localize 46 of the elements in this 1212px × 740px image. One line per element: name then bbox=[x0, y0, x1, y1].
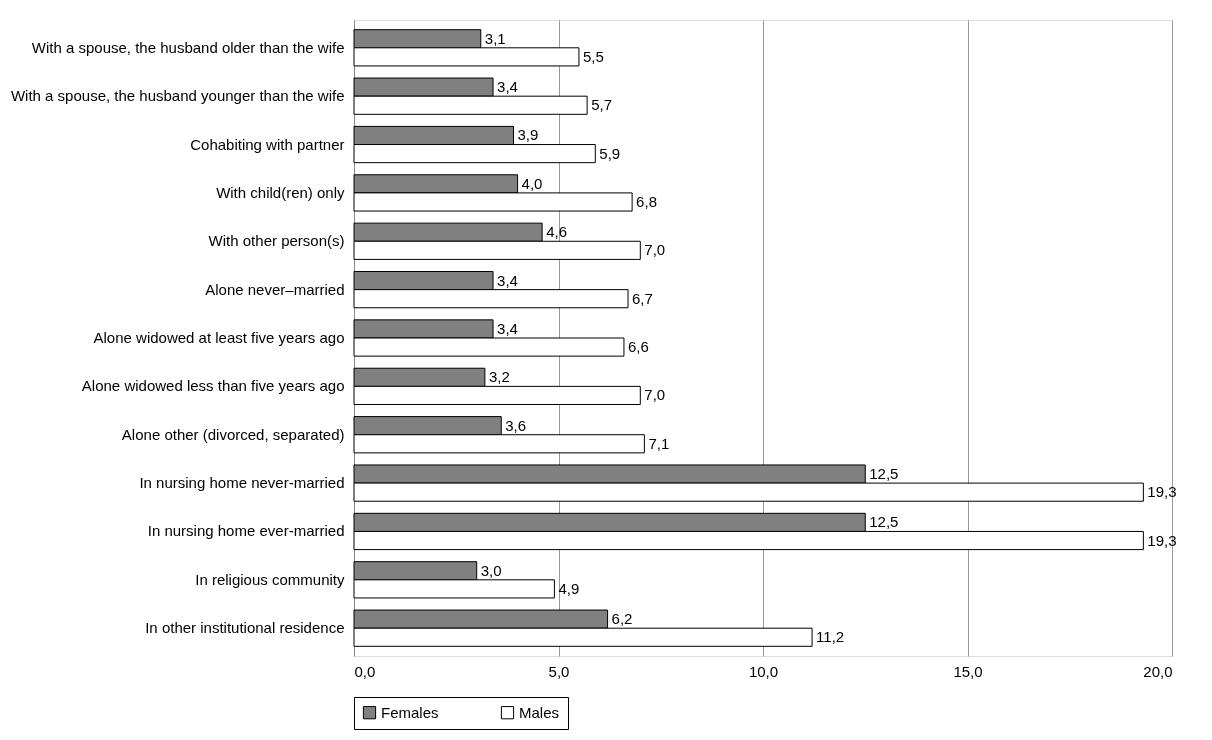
data-label: 12,5 bbox=[869, 465, 899, 483]
y-tick-label: With a spouse, the husband older than the wife bbox=[31, 38, 345, 56]
data-label: 6,2 bbox=[611, 610, 633, 628]
y-tick-label: Alone widowed at least five years ago bbox=[93, 329, 345, 346]
y-tick-label: Cohabiting with partner bbox=[190, 135, 345, 153]
data-label: 12,5 bbox=[869, 513, 899, 531]
data-label: 5,7 bbox=[591, 96, 612, 114]
data-label: 19,3 bbox=[1147, 531, 1177, 549]
y-tick-label: With other person(s) bbox=[208, 232, 345, 250]
data-label: 7,0 bbox=[644, 386, 666, 404]
y-tick-label: In nursing home never-married bbox=[139, 474, 345, 492]
y-tick-label: Alone other (divorced, separated) bbox=[121, 425, 345, 443]
data-label: 6,6 bbox=[627, 338, 649, 356]
legend-label: Males bbox=[519, 703, 560, 721]
data-label: 3,1 bbox=[484, 29, 506, 47]
data-label: 3,2 bbox=[488, 368, 510, 386]
y-tick-label: Alone widowed less than five years ago bbox=[81, 377, 345, 395]
x-tick-label: 20,0 bbox=[1143, 662, 1173, 680]
data-label: 3,6 bbox=[505, 416, 527, 434]
y-tick-label: In other institutional residence bbox=[145, 619, 345, 637]
data-label: 4,9 bbox=[558, 579, 580, 597]
x-tick-label: 10,0 bbox=[748, 662, 779, 680]
data-label: 7,0 bbox=[644, 241, 666, 259]
data-label: 3,9 bbox=[517, 126, 539, 144]
data-label: 3,4 bbox=[497, 271, 518, 289]
legend-label: Females bbox=[381, 703, 439, 721]
x-tick-label: 0,0 bbox=[354, 662, 376, 680]
data-label: 11,2 bbox=[816, 628, 845, 646]
data-label: 5,5 bbox=[582, 47, 604, 65]
data-label: 3,4 bbox=[497, 319, 518, 337]
y-tick-label: With a spouse, the husband younger than the wife bbox=[10, 87, 345, 105]
data-label: 3,0 bbox=[480, 561, 502, 579]
data-label: 3,4 bbox=[497, 78, 518, 96]
y-tick-label: In nursing home ever-married bbox=[147, 522, 345, 540]
data-label: 7,1 bbox=[648, 434, 670, 452]
data-label: 4,6 bbox=[546, 223, 567, 241]
data-label: 5,9 bbox=[599, 144, 621, 162]
data-label: 6,7 bbox=[632, 289, 653, 307]
y-tick-label: With child(ren) only bbox=[216, 183, 345, 201]
x-tick-label: 5,0 bbox=[548, 662, 570, 680]
data-label: 19,3 bbox=[1147, 483, 1177, 501]
y-tick-label: Alone never–married bbox=[205, 280, 345, 298]
x-tick-label: 15,0 bbox=[953, 662, 983, 680]
y-tick-label: In religious community bbox=[195, 570, 345, 588]
data-label: 6,8 bbox=[636, 192, 657, 210]
data-label: 4,0 bbox=[521, 174, 543, 192]
